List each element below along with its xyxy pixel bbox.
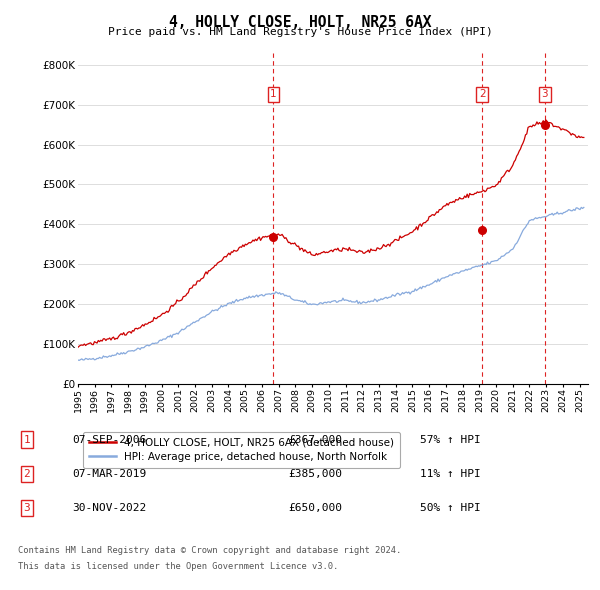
Text: 4, HOLLY CLOSE, HOLT, NR25 6AX: 4, HOLLY CLOSE, HOLT, NR25 6AX [169,15,431,30]
Text: £650,000: £650,000 [288,503,342,513]
Text: 3: 3 [23,503,31,513]
Text: 07-SEP-2006: 07-SEP-2006 [72,435,146,444]
Text: Price paid vs. HM Land Registry's House Price Index (HPI): Price paid vs. HM Land Registry's House … [107,27,493,37]
Text: 2: 2 [23,469,31,478]
Text: 3: 3 [542,90,548,99]
Text: £385,000: £385,000 [288,469,342,478]
Text: £367,000: £367,000 [288,435,342,444]
Text: This data is licensed under the Open Government Licence v3.0.: This data is licensed under the Open Gov… [18,562,338,571]
Text: 57% ↑ HPI: 57% ↑ HPI [420,435,481,444]
Text: 2: 2 [479,90,485,99]
Text: 07-MAR-2019: 07-MAR-2019 [72,469,146,478]
Text: 30-NOV-2022: 30-NOV-2022 [72,503,146,513]
Text: Contains HM Land Registry data © Crown copyright and database right 2024.: Contains HM Land Registry data © Crown c… [18,546,401,555]
Text: 1: 1 [270,90,277,99]
Legend: 4, HOLLY CLOSE, HOLT, NR25 6AX (detached house), HPI: Average price, detached ho: 4, HOLLY CLOSE, HOLT, NR25 6AX (detached… [83,432,400,468]
Text: 1: 1 [23,435,31,444]
Text: 11% ↑ HPI: 11% ↑ HPI [420,469,481,478]
Text: 50% ↑ HPI: 50% ↑ HPI [420,503,481,513]
